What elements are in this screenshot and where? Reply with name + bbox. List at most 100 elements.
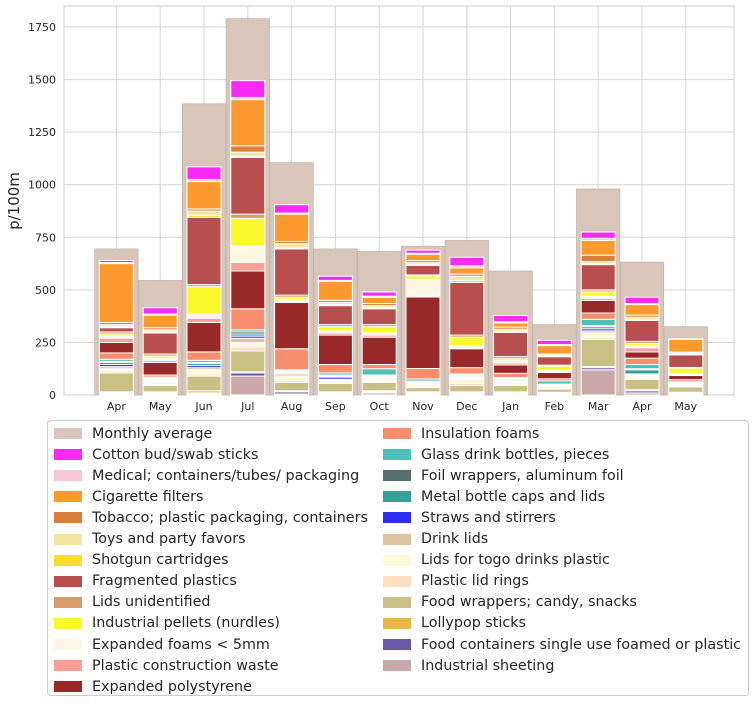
stacked-bar-segment (274, 204, 310, 214)
stacked-bar-segment (186, 351, 222, 361)
stacked-bar-segment (449, 267, 485, 275)
legend-label: Cotton bud/swab sticks (92, 446, 259, 463)
legend-swatch (383, 596, 411, 608)
legend-swatch (54, 554, 82, 566)
stacked-bar-segment (230, 337, 266, 343)
stacked-bar-segment (186, 166, 222, 180)
legend-label: Foil wrappers, aluminum foil (421, 467, 624, 484)
legend-swatch (383, 449, 411, 461)
stacked-bar-segment (230, 245, 266, 264)
stacked-bar-segment (493, 385, 529, 393)
stacked-bar-segment (405, 249, 441, 254)
stacked-bar-segment (186, 210, 222, 216)
stacked-bar-segment (580, 299, 616, 314)
x-tick-label: Mar (588, 400, 609, 413)
y-tick-label: 1750 (28, 21, 56, 34)
y-tick-label: 1250 (28, 126, 56, 139)
stacked-bar-segment (580, 338, 616, 368)
stacked-bar-segment (186, 321, 222, 353)
legend-label: Expanded foams < 5mm (92, 636, 270, 653)
stacked-bar-segment (186, 317, 222, 323)
stacked-bar-segment (230, 217, 266, 247)
stacked-bar-segment (98, 372, 134, 393)
stacked-bar-segment (142, 361, 178, 376)
legend-label: Metal bottle caps and lids (421, 488, 605, 505)
legend-swatch (383, 554, 411, 566)
legend-swatch (54, 596, 82, 608)
stacked-bar-segment (317, 334, 353, 366)
legend-item: Medical; containers/tubes/ packaging (54, 465, 359, 486)
x-tick-label: Jul (240, 400, 254, 413)
stacked-bar-segment (361, 296, 397, 305)
stacked-bar-segment (668, 338, 704, 353)
stacked-bar-segment (668, 354, 704, 368)
chart-legend: Monthly average Cotton bud/swab sticks Med… (47, 420, 749, 696)
stacked-bar-segment (624, 347, 660, 353)
stacked-bar-segment (230, 99, 266, 147)
stacked-bar-segment (317, 305, 353, 326)
stacked-bar-segment (580, 332, 616, 338)
stacked-bar-segment (361, 364, 397, 370)
x-tick-label: Jun (194, 400, 212, 413)
legend-item: Insulation foams (383, 423, 539, 444)
legend-item: Lollypop sticks (383, 613, 526, 634)
stacked-bar-segment (405, 278, 441, 297)
legend-item: Monthly average (54, 423, 212, 444)
stacked-bar-segment (230, 156, 266, 215)
legend-swatch (54, 617, 82, 629)
legend-item: Tobacco; plastic packaging, containers (54, 507, 368, 528)
stacked-bar-segment (668, 374, 704, 381)
stacked-bar-segment (536, 345, 572, 355)
legend-item: Drink lids (383, 529, 488, 550)
stacked-bar-segment (580, 264, 616, 291)
legend-swatch (54, 449, 82, 461)
legend-item: Metal bottle caps and lids (383, 486, 605, 507)
stacked-bar-segment (230, 80, 266, 98)
stacked-bar-segment (98, 259, 134, 264)
stacked-bar-segment (580, 312, 616, 320)
legend-swatch (383, 470, 411, 482)
x-tick-label: May (149, 400, 172, 413)
legend-swatch (383, 660, 411, 672)
stacked-bar-segment (230, 375, 266, 396)
stacked-bar-segment (493, 331, 529, 358)
legend-item: Toys and party favors (54, 529, 246, 550)
legend-swatch (54, 428, 82, 439)
x-tick-label: Oct (370, 400, 390, 413)
stacked-bar-segment (142, 332, 178, 355)
legend-item: Expanded polystyrene (54, 676, 252, 697)
stacked-bar-segment (449, 275, 485, 281)
stacked-bar-segment (536, 372, 572, 380)
y-tick-label: 1500 (28, 74, 56, 87)
stacked-bar-segment (449, 348, 485, 369)
stacked-bar-segment (493, 315, 529, 323)
x-tick-label: Aug (281, 400, 302, 413)
stacked-bar-segment (361, 381, 397, 392)
legend-swatch (383, 533, 411, 545)
stacked-bar-segment (98, 352, 134, 360)
stacked-bar-segment (449, 385, 485, 393)
stacked-bar-segment (405, 264, 441, 276)
stacked-bar-segment (186, 375, 222, 392)
stacked-bar-segment (274, 375, 310, 381)
stacked-bar-segment (98, 337, 134, 343)
y-tick-label: 750 (35, 231, 56, 244)
legend-swatch (54, 533, 82, 545)
stacked-bar-segment (624, 304, 660, 316)
legend-item: Lids unidentified (54, 592, 211, 613)
stacked-bar-segment (536, 365, 572, 371)
legend-label: Cigarette filters (92, 488, 204, 505)
legend-item: Shotgun cartridges (54, 550, 229, 571)
stacked-bar-segment (186, 313, 222, 319)
legend-swatch (383, 428, 411, 439)
legend-label: Drink lids (421, 531, 489, 547)
stacked-bar-segment (668, 367, 704, 374)
legend-swatch (383, 639, 411, 650)
stacked-bar-segment (230, 350, 266, 373)
stacked-category-bars (98, 80, 704, 396)
y-tick-label: 1000 (28, 179, 56, 192)
legend-swatch (383, 575, 411, 587)
stacked-bar-segment (493, 364, 529, 374)
legend-swatch (54, 639, 82, 650)
